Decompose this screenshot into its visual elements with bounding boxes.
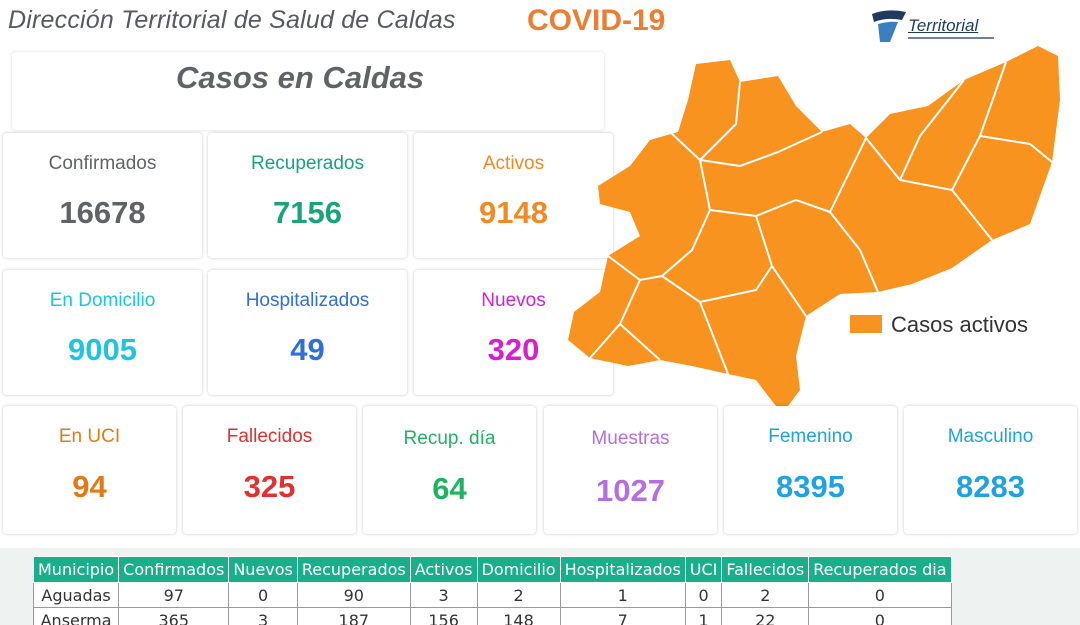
card-label: Muestras	[591, 428, 670, 449]
logo-mark-icon	[872, 10, 906, 42]
card-uci: En UCI 94	[3, 406, 176, 534]
card-label: Recuperados	[250, 153, 365, 174]
table-cell: 3	[409, 582, 478, 608]
table-cell: 0	[808, 582, 952, 608]
header-title: Dirección Territorial de Salud de Caldas	[8, 6, 456, 34]
legend-label: Casos activos	[891, 312, 1028, 337]
table-cell: 365	[118, 607, 230, 625]
table-header-row: Municipio Confirmados Nuevos Recuperados…	[32, 556, 952, 583]
column-header: Fallecidos	[721, 556, 810, 583]
column-header: Nuevos	[228, 556, 298, 583]
card-value: 49	[290, 332, 325, 367]
card-label: Fallecidos	[226, 426, 313, 447]
covid-badge: COVID-19	[527, 4, 666, 37]
card-value: 9148	[479, 195, 548, 230]
territorial-logo: Territorial	[868, 6, 1008, 46]
card-label: Confirmados	[48, 153, 157, 174]
card-value: 9005	[68, 332, 137, 367]
table-cell: 0	[684, 582, 723, 608]
table-cell: 22	[721, 607, 810, 625]
card-label: Nuevos	[481, 290, 546, 311]
card-fallecidos: Fallecidos 325	[183, 406, 356, 534]
card-value: 8283	[956, 469, 1025, 504]
table-cell: Aguadas	[32, 582, 120, 608]
column-header: Recuperados	[296, 556, 411, 583]
card-confirmados: Confirmados 16678	[3, 133, 202, 258]
table-cell: 0	[808, 607, 952, 625]
column-header: UCI	[684, 556, 723, 583]
card-femenino: Femenino 8395	[724, 406, 897, 534]
column-header: Municipio	[32, 556, 120, 583]
table-row: Aguadas 97 0 90 3 2 1 0 2 0	[32, 582, 952, 608]
card-value: 320	[487, 332, 540, 367]
card-label: En Domicilio	[49, 290, 156, 311]
table-cell: 0	[228, 582, 298, 608]
card-value: 94	[72, 469, 107, 504]
card-value: 1027	[596, 473, 665, 508]
card-recuperados: Recuperados 7156	[208, 133, 407, 258]
card-label: Hospitalizados	[245, 290, 370, 311]
column-header: Confirmados	[118, 556, 230, 583]
card-domicilio: En Domicilio 9005	[3, 270, 202, 395]
logo-text: Territorial	[908, 16, 979, 35]
table-cell: 156	[409, 607, 478, 625]
logo-underline	[908, 37, 994, 39]
table-cell: 2	[476, 582, 561, 608]
table-cell: 1	[559, 582, 686, 608]
card-recup-dia: Recup. día 64	[363, 406, 536, 534]
card-label: Activos	[482, 153, 545, 174]
card-label: En UCI	[58, 426, 121, 447]
card-value: 325	[243, 469, 296, 504]
table-cell: 148	[476, 607, 561, 625]
card-hospitalizados: Hospitalizados 49	[208, 270, 407, 395]
table-cell: Anserma	[32, 607, 120, 625]
table-cell: 90	[296, 582, 411, 608]
table-cell: 7	[559, 607, 686, 625]
municipios-table: Municipio Confirmados Nuevos Recuperados…	[32, 556, 952, 625]
card-value: 16678	[59, 195, 146, 230]
caldas-map-shape	[568, 46, 1060, 414]
card-value: 64	[432, 471, 467, 506]
municipios-table-panel: Municipio Confirmados Nuevos Recuperados…	[0, 548, 1080, 625]
table-row: Anserma 365 3 187 156 148 7 1 22 0	[32, 607, 952, 625]
card-activos: Activos 9148	[414, 133, 613, 258]
card-value: 8395	[776, 469, 845, 504]
column-header: Domicilio	[476, 556, 561, 583]
card-label: Femenino	[768, 426, 853, 447]
card-masculino: Masculino 8283	[904, 406, 1077, 534]
card-label: Recup. día	[403, 428, 496, 449]
card-label: Masculino	[947, 426, 1034, 447]
column-header: Activos	[409, 556, 478, 583]
card-nuevos: Nuevos 320	[414, 270, 613, 395]
card-muestras: Muestras 1027	[544, 406, 717, 534]
table-cell: 2	[721, 582, 810, 608]
column-header: Hospitalizados	[559, 556, 686, 583]
legend-swatch	[850, 315, 882, 333]
table-cell: 3	[228, 607, 298, 625]
table-cell: 187	[296, 607, 411, 625]
card-value: 7156	[273, 195, 342, 230]
table-cell: 97	[118, 582, 230, 608]
column-header: Recuperados dia	[808, 556, 952, 583]
section-title: Casos en Caldas	[176, 60, 425, 95]
caldas-map	[560, 40, 1080, 420]
table-cell: 1	[684, 607, 723, 625]
